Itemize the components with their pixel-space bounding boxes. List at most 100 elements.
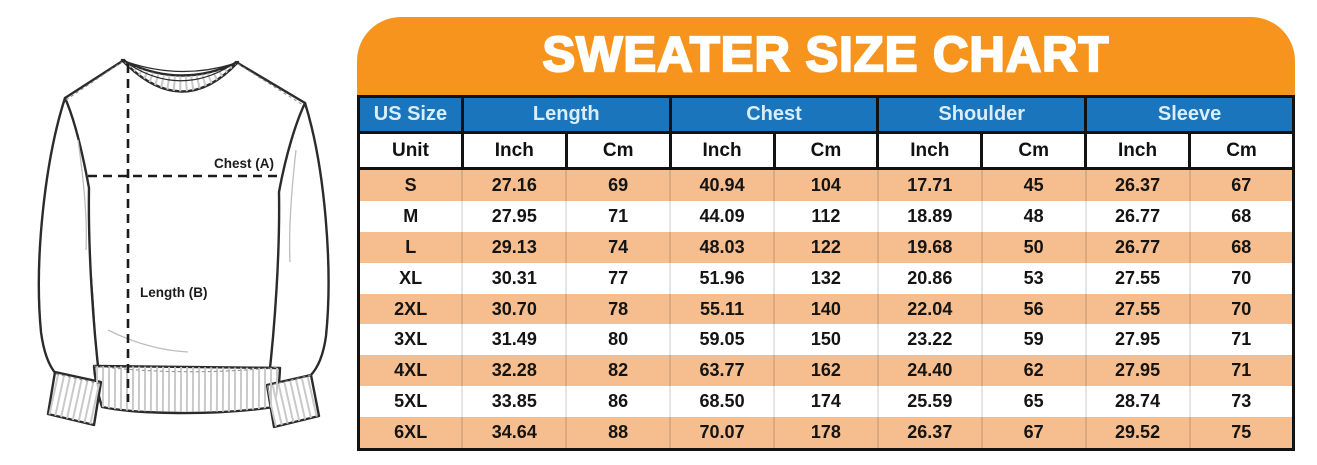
measurement-cell: 19.68: [876, 231, 982, 263]
header-length: Length: [460, 95, 672, 134]
unit-cell: Cm: [980, 131, 1088, 170]
header-shoulder: Shoulder: [876, 95, 1088, 134]
measurement-cell: 70: [1188, 262, 1294, 294]
measurement-cell: 67: [980, 417, 1086, 450]
page-title: SWEATER SIZE CHART: [541, 27, 1110, 83]
measurement-cell: 70: [1188, 293, 1294, 325]
measurement-cell: 29.13: [461, 231, 567, 263]
measurement-cell: 59: [980, 324, 1086, 356]
measurement-cell: 28.74: [1084, 386, 1190, 418]
sweater-diagram: Chest (A) Length (B): [37, 58, 330, 429]
measurement-cell: 122: [773, 231, 878, 263]
measurement-cell: 32.28: [461, 355, 567, 387]
table-row-m: M 27.95 71 44.09 112 18.89 48 26.77 68: [358, 200, 1294, 232]
sweater-ribbing: [48, 60, 319, 427]
measurement-cell: 26.77: [1084, 231, 1190, 263]
unit-cell: Inch: [876, 131, 984, 170]
measurement-cell: 51.96: [669, 262, 774, 294]
seam-lines: [55, 61, 312, 387]
measurement-cell: 48.03: [669, 231, 774, 263]
measurement-cell: 27.95: [461, 200, 567, 232]
table-row-6xl: 6XL 34.64 88 70.07 178 26.37 67 29.52 75: [358, 417, 1294, 450]
measurement-cell: 150: [773, 324, 878, 356]
measurement-cell: 34.64: [461, 417, 567, 450]
measurement-cell: 59.05: [669, 324, 774, 356]
unit-header-row: Unit Inch Cm Inch Cm Inch Cm Inch Cm: [357, 131, 1295, 170]
measurement-cell: 18.89: [876, 200, 982, 232]
table-row-l: L 29.13 74 48.03 122 19.68 50 26.77 68: [358, 231, 1294, 263]
unit-cell: Inch: [1084, 131, 1191, 170]
crease-lines: [77, 139, 297, 353]
measurement-cell: 70.07: [669, 417, 774, 450]
measurement-lines: [88, 64, 278, 402]
measurement-cell: 88: [565, 417, 671, 450]
length-label: Length (B): [140, 285, 207, 300]
measurement-cell: 78: [565, 293, 671, 325]
measurement-cell: 20.86: [876, 262, 982, 294]
size-cell: 6XL: [394, 422, 428, 443]
measurement-cell: 74: [565, 231, 671, 263]
size-cell: M: [358, 200, 463, 232]
title-banner: SWEATER SIZE CHART: [357, 17, 1295, 95]
measurement-cell: 77: [565, 262, 671, 294]
measurement-cell: 23.22: [876, 324, 982, 356]
measurement-cell: 73: [1188, 386, 1294, 418]
size-cell: 2XL: [394, 298, 428, 319]
measurement-cell: 75: [1188, 417, 1294, 450]
group-header-row: US Size Length Chest Shoulder Sleeve: [357, 95, 1295, 134]
header-sleeve: Sleeve: [1084, 95, 1295, 134]
measurement-cell: 69: [565, 168, 671, 201]
measurement-cell: 33.85: [461, 386, 567, 418]
measurement-cell: 112: [773, 200, 878, 232]
measurement-cell: 174: [773, 386, 878, 418]
header-us-size: US Size: [357, 95, 464, 134]
size-cell: 3XL: [358, 324, 463, 356]
chest-label: Chest (A): [214, 156, 274, 171]
table-row-xl: XL 30.31 77 51.96 132 20.86 53 27.55 70: [358, 262, 1294, 294]
measurement-cell: 55.11: [669, 293, 774, 325]
measurement-cell: 50: [980, 231, 1086, 263]
measurement-cell: 140: [773, 293, 878, 325]
unit-cell: Cm: [772, 131, 880, 170]
size-cell: 5XL: [358, 386, 463, 418]
table-row-s: S 27.16 69 40.94 104 17.71 45 26.37 67: [358, 168, 1294, 201]
measurement-cell: 30.31: [461, 262, 567, 294]
measurement-cell: 86: [565, 386, 671, 418]
measurement-cell: 44.09: [669, 200, 774, 232]
size-table-body: S 27.16 69 40.94 104 17.71 45 26.37 67 M 27.95 71 44…: [358, 168, 1294, 450]
measurement-cell: 53: [980, 262, 1086, 294]
measurement-cell: 67: [1188, 168, 1294, 201]
measurement-cell: 71: [1188, 324, 1294, 356]
measurement-cell: 68: [1188, 200, 1294, 232]
measurement-cell: 68: [1188, 231, 1294, 263]
size-cell: 4XL: [394, 360, 428, 381]
unit-cell: Inch: [668, 131, 776, 170]
measurement-cell: 22.04: [876, 293, 982, 325]
measurement-cell: 17.71: [876, 168, 982, 201]
measurement-cell: 63.77: [669, 355, 774, 387]
measurement-cell: 31.49: [461, 324, 567, 356]
size-cell: S: [404, 174, 417, 195]
size-table: US Size Length Chest Shoulder Sleeve Uni…: [357, 95, 1295, 452]
unit-cell: Cm: [564, 131, 672, 170]
measurement-cell: 30.70: [461, 293, 567, 325]
measurement-cell: 162: [773, 355, 878, 387]
header-chest: Chest: [668, 95, 880, 134]
measurement-cell: 27.95: [1084, 324, 1190, 356]
measurement-cell: 24.40: [876, 355, 982, 387]
measurement-cell: 27.55: [1084, 293, 1190, 325]
measurement-cell: 82: [565, 355, 671, 387]
measurement-cell: 27.95: [1084, 355, 1190, 387]
measurement-cell: 56: [980, 293, 1086, 325]
measurement-cell: 68.50: [669, 386, 774, 418]
measurement-cell: 178: [773, 417, 878, 450]
size-cell: L: [405, 236, 417, 257]
measurement-cell: 62: [980, 355, 1086, 387]
measurement-cell: 80: [565, 324, 671, 356]
size-cell: XL: [358, 262, 463, 294]
measurement-cell: 29.52: [1084, 417, 1190, 450]
sweater-body-outline: [37, 58, 330, 429]
unit-cell: Unit: [357, 131, 464, 170]
measurement-cell: 71: [1188, 355, 1294, 387]
